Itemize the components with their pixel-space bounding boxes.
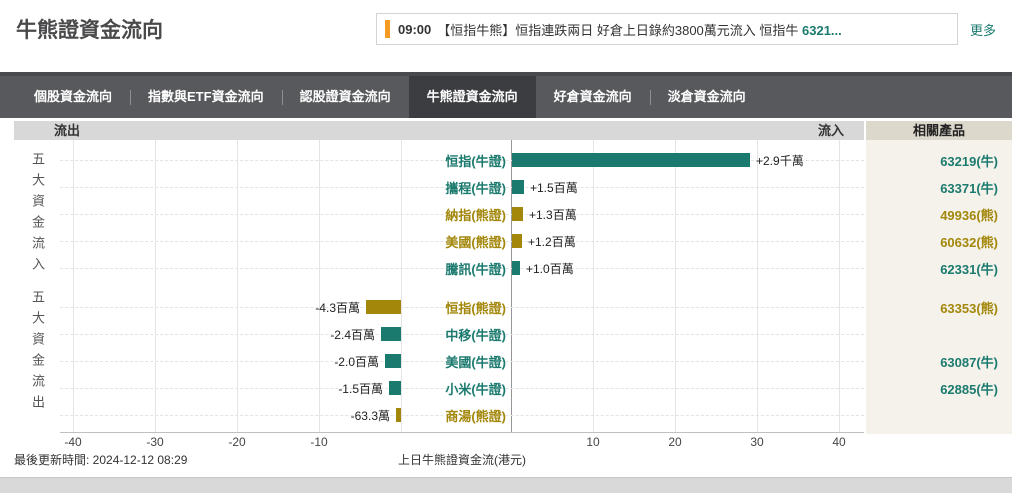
top-header: 牛熊證資金流向 09:00 【恒指牛熊】恒指連跌兩日 好倉上日錄約3800萬元流… [0, 0, 1012, 58]
fund-flow-bar [512, 260, 520, 275]
product-code-link[interactable]: 63219(牛) [940, 153, 998, 169]
bar-category-label: 美國(牛證) [445, 354, 506, 370]
fund-flow-bar [385, 353, 401, 368]
vertical-gridline [319, 140, 320, 432]
fund-flow-bar [389, 380, 401, 395]
bar-value-label: +1.5百萬 [530, 180, 578, 195]
inflow-label: 流入 [817, 123, 844, 138]
chart-footer: 最後更新時間: 2024-12-12 08:29 上日牛熊證資金流(港元) [0, 448, 1012, 468]
related-products-header: 相關產品 [866, 121, 1012, 140]
x-axis-tick-label: 10 [586, 435, 600, 449]
vertical-gridline [155, 140, 156, 432]
news-ticker[interactable]: 09:00 【恒指牛熊】恒指連跌兩日 好倉上日錄約3800萬元流入 恒指牛 63… [376, 13, 958, 45]
x-axis-tick-label: -30 [146, 435, 164, 449]
tab-long-fund-flow[interactable]: 好倉資金流向 [553, 89, 632, 104]
x-axis-line [60, 432, 864, 433]
bar-value-label: -2.4百萬 [330, 327, 375, 342]
x-axis-title: 上日牛熊證資金流(港元) [398, 453, 526, 467]
page-title: 牛熊證資金流向 [16, 19, 163, 42]
product-code-link[interactable]: 49936(熊) [940, 207, 998, 223]
row-gridline [60, 360, 864, 362]
product-code-link[interactable]: 63087(牛) [940, 354, 998, 370]
tab-index-etf-fund-flow[interactable]: 指數與ETF資金流向 [130, 76, 282, 118]
product-code-link[interactable]: 60632(熊) [940, 234, 998, 250]
bar-value-label: -1.5百萬 [338, 381, 383, 396]
bar-value-label: -63.3萬 [350, 408, 390, 423]
product-code-link[interactable]: 63371(牛) [940, 180, 998, 196]
vertical-gridline [237, 140, 238, 432]
news-stock-code[interactable]: 6321... [802, 22, 842, 38]
group-label-top5-outflow: 五大資金流出 [30, 290, 45, 416]
tab-cbbc-fund-flow[interactable]: 牛熊證資金流向 [408, 76, 536, 118]
bar-category-label: 攜程(牛證) [445, 180, 506, 196]
x-axis-tick-label: -10 [310, 435, 328, 449]
negative-zero-line [401, 140, 402, 432]
x-axis-tick-label: -40 [64, 435, 82, 449]
product-code-link[interactable]: 62331(牛) [940, 261, 998, 277]
bar-category-label: 中移(牛證) [445, 327, 506, 343]
x-axis-tick-label: -20 [228, 435, 246, 449]
fund-flow-bar [381, 326, 401, 341]
fund-flow-bar [396, 407, 401, 422]
fund-flow-bar [512, 179, 524, 194]
fund-flow-bar [512, 206, 523, 221]
row-gridline [60, 306, 864, 308]
x-axis-tick-label: 20 [668, 435, 682, 449]
row-gridline [60, 159, 864, 161]
bar-category-label: 小米(牛證) [445, 381, 506, 397]
row-gridline [60, 414, 864, 416]
bar-value-label: -2.0百萬 [334, 354, 379, 369]
x-axis-tick-label: 30 [750, 435, 764, 449]
group-label-top5-inflow: 五大資金流入 [30, 152, 45, 278]
bar-category-label: 納指(熊證) [445, 207, 506, 223]
product-code-link[interactable]: 62885(牛) [940, 381, 998, 397]
flow-band: 流出 流入 [14, 121, 864, 140]
bar-value-label: +1.2百萬 [528, 234, 576, 249]
news-area: 09:00 【恒指牛熊】恒指連跌兩日 好倉上日錄約3800萬元流入 恒指牛 63… [376, 13, 996, 45]
bar-value-label: +2.9千萬 [756, 153, 804, 168]
tab-short-fund-flow[interactable]: 淡倉資金流向 [649, 76, 764, 118]
product-code-link[interactable]: 63353(熊) [940, 300, 998, 316]
more-news-link[interactable]: 更多 [969, 22, 996, 38]
row-gridline [60, 213, 864, 215]
news-time: 09:00 [398, 21, 432, 37]
zero-axis-line [511, 140, 512, 432]
fund-flow-bar [512, 152, 750, 167]
bar-category-label: 美國(熊證) [445, 234, 506, 250]
news-marker-icon [385, 20, 390, 38]
row-gridline [60, 387, 864, 389]
bar-value-label: -4.3百萬 [315, 300, 360, 315]
vertical-gridline [839, 140, 840, 432]
bar-category-label: 商湯(熊證) [445, 408, 506, 424]
fund-flow-bar [366, 299, 401, 314]
fund-flow-bar [512, 233, 522, 248]
news-headline: 【恒指牛熊】恒指連跌兩日 好倉上日錄約3800萬元流入 恒指牛 6321... [437, 20, 842, 39]
vertical-gridline [73, 140, 74, 432]
row-gridline [60, 333, 864, 335]
last-updated-time: 最後更新時間: 2024-12-12 08:29 [14, 453, 188, 467]
cbbc-fund-flow-chart: 五大資金流入 五大資金流出 -40 -30 -20 -10 10 20 30 40 恒指(牛證)… [0, 140, 1012, 449]
news-headline-text: 【恒指牛熊】恒指連跌兩日 好倉上日錄約3800萬元流入 恒指牛 [437, 22, 803, 38]
products-column-background [866, 140, 1012, 434]
row-gridline [60, 240, 864, 242]
row-gridline [60, 267, 864, 269]
column-header-band: 流出 流入 相關產品 [14, 121, 1012, 140]
tab-bar: 個股資金流向 指數與ETF資金流向 認股證資金流向 牛熊證資金流向 好倉資金流向… [0, 72, 1012, 118]
outflow-label: 流出 [54, 123, 81, 138]
vertical-gridline [757, 140, 758, 432]
bar-category-label: 恒指(熊證) [445, 300, 506, 316]
tab-warrant-fund-flow[interactable]: 認股證資金流向 [281, 76, 409, 118]
bottom-scrollbar-strip[interactable] [0, 477, 1012, 493]
tab-stock-fund-flow[interactable]: 個股資金流向 [34, 89, 113, 104]
bar-value-label: +1.3百萬 [529, 207, 577, 222]
vertical-gridline [675, 140, 676, 432]
x-axis-tick-label: 40 [832, 435, 846, 449]
vertical-gridline [593, 140, 594, 432]
row-gridline [60, 186, 864, 188]
bar-category-label: 恒指(牛證) [445, 153, 506, 169]
bar-category-label: 騰訊(牛證) [445, 261, 506, 277]
bar-value-label: +1.0百萬 [526, 261, 574, 276]
